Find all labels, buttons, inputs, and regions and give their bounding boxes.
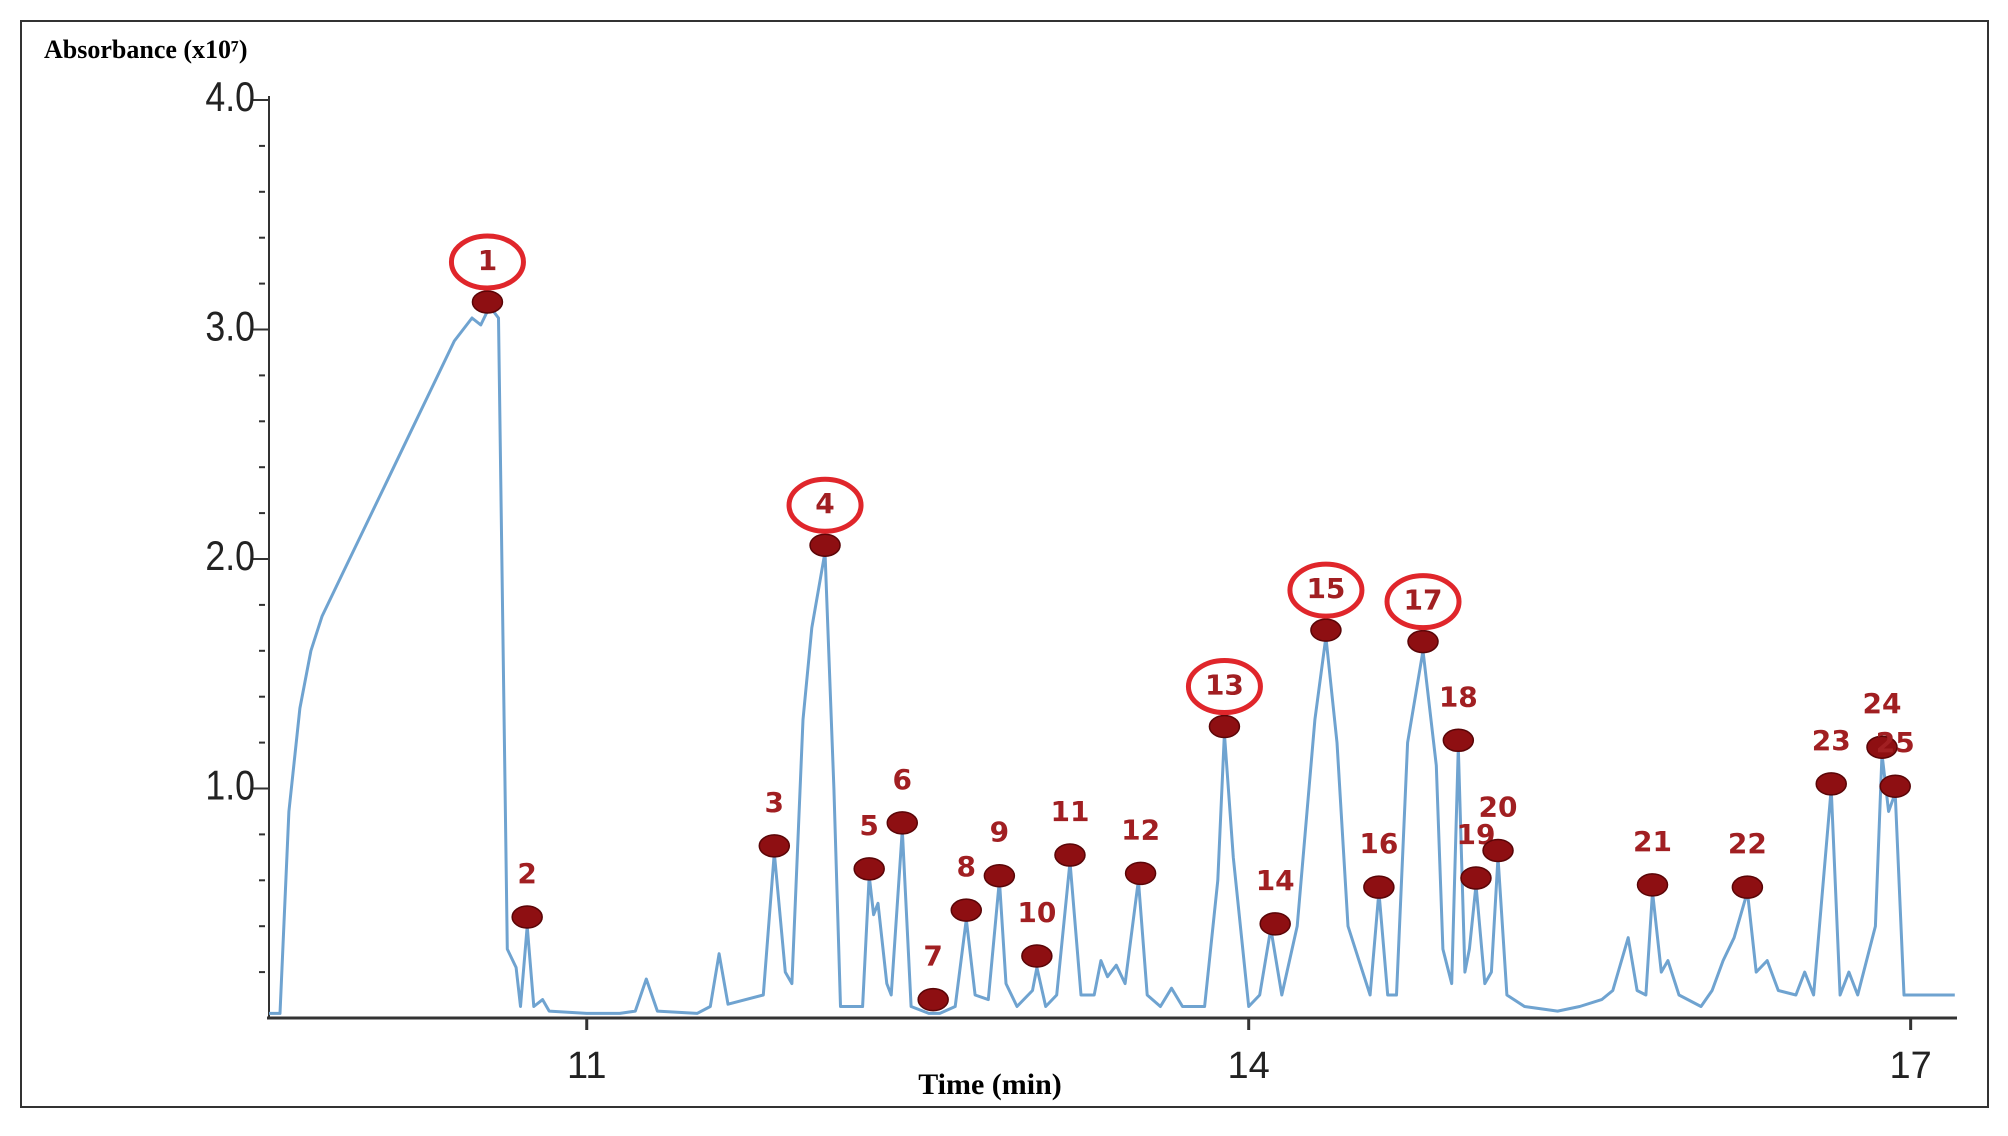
y-axis-label: Absorbance (x10⁷) — [44, 35, 248, 64]
peak-marker — [1879, 774, 1911, 798]
x-axis-label: Time (min) — [918, 1068, 1062, 1101]
peak-marker — [758, 834, 791, 858]
peak-marker — [853, 857, 885, 881]
peak-marker — [950, 898, 983, 922]
peak-label: 20 — [1479, 790, 1518, 823]
peak-label: 2 — [517, 857, 536, 890]
peak-label: 11 — [1050, 795, 1089, 828]
highlight-ring — [448, 233, 526, 291]
peak-label: 4 — [815, 487, 834, 520]
peak-label: 21 — [1633, 825, 1672, 858]
peak-marker — [1124, 861, 1157, 886]
peak-marker — [1310, 618, 1342, 642]
peak-label: 12 — [1121, 813, 1160, 846]
peak-marker — [886, 811, 919, 835]
peak-label: 1 — [478, 244, 497, 277]
y-tick-label: 3.0 — [205, 304, 255, 350]
peak-marker — [1442, 728, 1475, 753]
peak-marker — [983, 863, 1016, 888]
highlight-ring — [1185, 658, 1263, 716]
peak-label: 16 — [1359, 827, 1398, 860]
peak-marker — [809, 533, 841, 557]
peak-label: 5 — [859, 809, 878, 842]
y-tick-label: 1.0 — [205, 763, 255, 809]
peak-label: 25 — [1876, 726, 1915, 759]
peak-marker — [1460, 866, 1492, 890]
peak-label: 23 — [1812, 724, 1851, 757]
peak-marker — [1636, 873, 1669, 897]
y-tick-label: 2.0 — [205, 533, 255, 579]
peak-marker — [1208, 714, 1241, 739]
x-tick-label: 14 — [1228, 1045, 1270, 1087]
peak-label: 18 — [1439, 680, 1478, 713]
peak-label: 6 — [893, 763, 912, 796]
peak-marker — [1054, 843, 1086, 867]
peak-marker — [511, 905, 543, 929]
x-tick-label: 17 — [1890, 1045, 1932, 1087]
peak-label: 8 — [957, 850, 976, 883]
peak-marker — [1407, 629, 1439, 654]
frame — [20, 20, 1989, 1108]
peak-marker — [1482, 838, 1514, 863]
peak-marker — [1866, 735, 1898, 759]
x-tick-label: 11 — [567, 1045, 606, 1087]
peak-label: 7 — [923, 940, 942, 973]
peak-label: 3 — [765, 786, 784, 819]
peak-label: 9 — [990, 816, 1009, 849]
peak-marker — [1815, 772, 1847, 796]
peak-label: 10 — [1017, 896, 1056, 929]
peak-marker — [1731, 875, 1764, 899]
peak-label: 17 — [1404, 584, 1443, 617]
highlight-ring — [786, 476, 864, 534]
highlight-ring — [1384, 573, 1462, 631]
peak-marker — [1259, 912, 1291, 936]
highlight-ring — [1287, 561, 1365, 619]
peak-label: 22 — [1728, 827, 1767, 860]
peak-label: 24 — [1862, 687, 1901, 720]
peak-label: 13 — [1205, 669, 1244, 702]
peak-marker — [471, 290, 504, 314]
peak-marker — [917, 987, 949, 1012]
y-tick-label: 4.0 — [205, 74, 255, 120]
peak-label: 15 — [1306, 572, 1345, 605]
peak-marker — [1021, 944, 1053, 968]
peak-marker — [1363, 875, 1395, 899]
peak-label: 14 — [1256, 864, 1295, 897]
